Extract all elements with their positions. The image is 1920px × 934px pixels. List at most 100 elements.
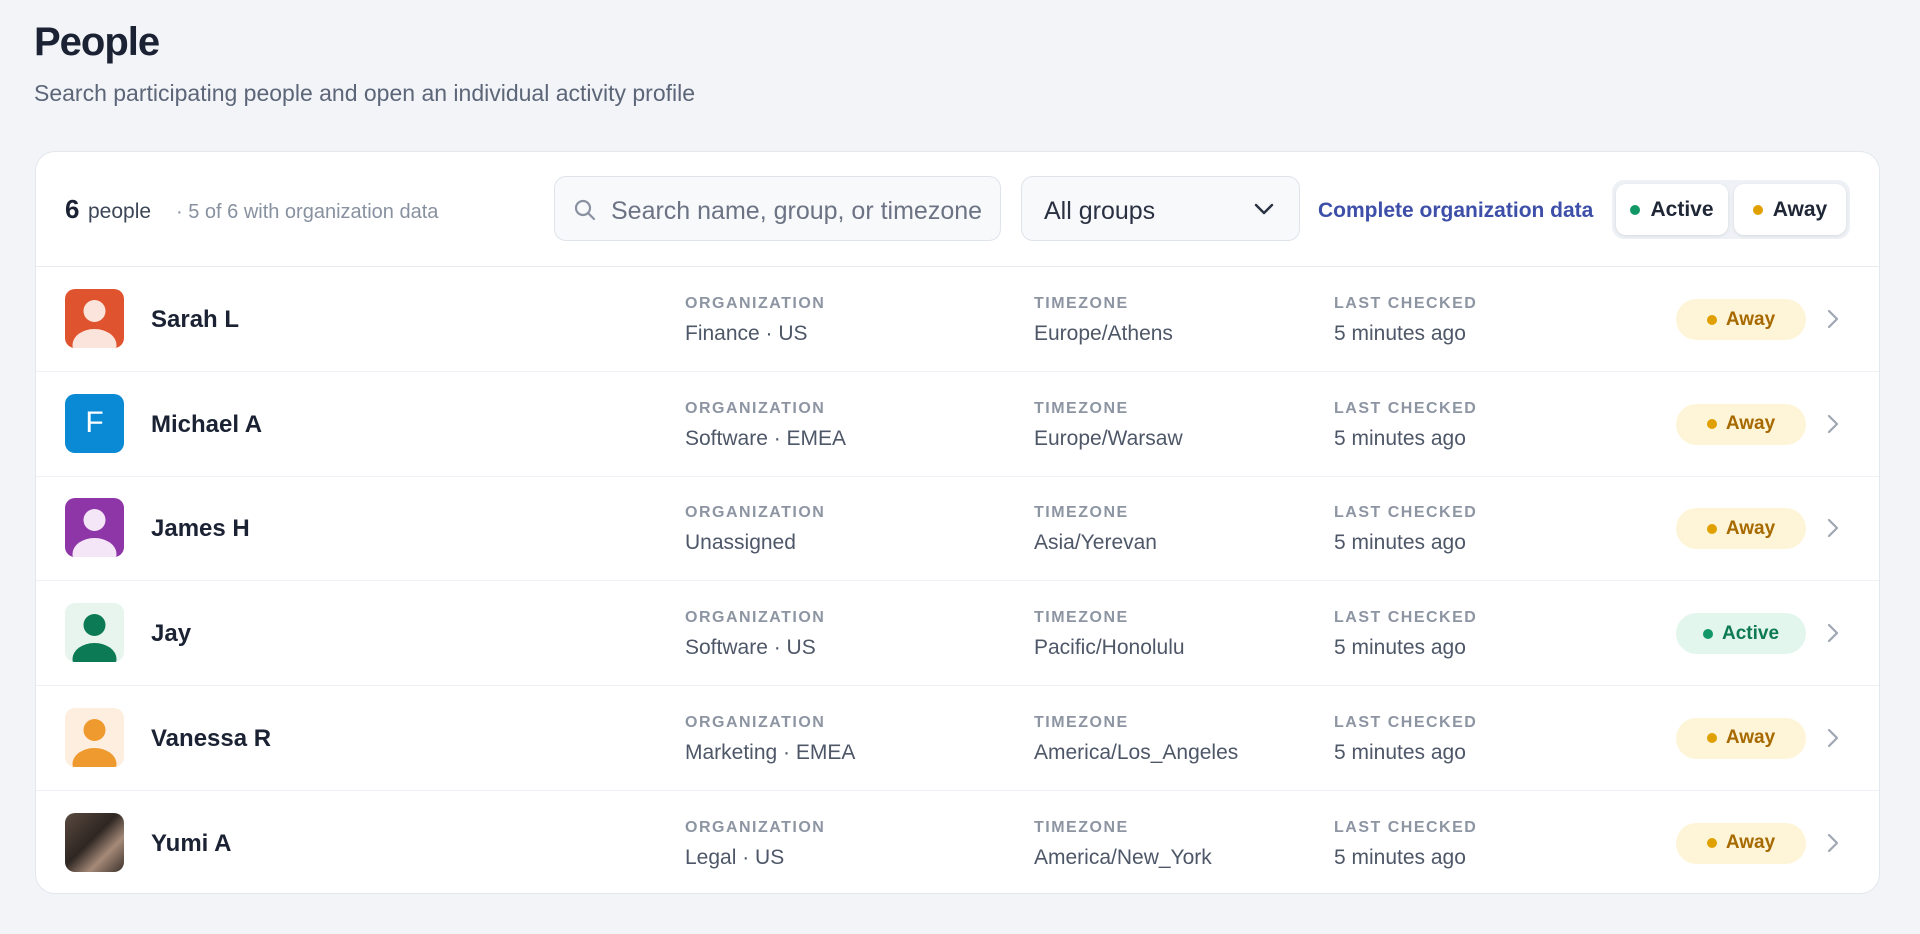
column-label: LAST CHECKED <box>1334 504 1478 522</box>
person-name: Jay <box>151 620 192 648</box>
status-filter-label: Away <box>1772 197 1828 221</box>
page-subtitle: Search participating people and open an … <box>34 80 696 106</box>
column-label: ORGANIZATION <box>685 504 826 522</box>
column-value: 5 minutes ago <box>1334 740 1466 764</box>
status-badge: Away <box>1676 299 1806 340</box>
people-count-label: people <box>88 200 152 223</box>
status-dot <box>1706 314 1717 325</box>
column-label: ORGANIZATION <box>685 609 826 627</box>
status-dot <box>1706 733 1717 744</box>
page-title: People <box>34 20 160 64</box>
status-text: Away <box>1725 517 1776 539</box>
column-value: Europe/Warsaw <box>1034 426 1183 450</box>
group-select[interactable]: All groups <box>1021 176 1300 241</box>
status-dot <box>1706 523 1717 534</box>
column-value: 5 minutes ago <box>1334 845 1466 869</box>
chevron <box>1827 309 1839 334</box>
column-value: Marketing · EMEA <box>685 740 856 764</box>
status-filter[interactable]: Away <box>1734 184 1846 235</box>
avatar <box>65 812 124 872</box>
status-text: Away <box>1725 308 1776 330</box>
status-filter[interactable]: Active <box>1616 184 1728 235</box>
column-label: LAST CHECKED <box>1334 818 1478 836</box>
person-row[interactable]: Yumi A ORGANIZATION Legal · US TIMEZONE Amer… <box>36 791 1879 894</box>
column-value: Software · EMEA <box>685 426 847 450</box>
avatar <box>65 289 124 348</box>
group-select-value: All groups <box>1044 197 1156 225</box>
avatar-initial: F <box>85 406 104 440</box>
person-name: Yumi A <box>151 829 232 857</box>
column-label: TIMEZONE <box>1034 609 1129 627</box>
chevron-icon <box>1827 623 1839 643</box>
status-dot <box>1752 204 1763 215</box>
status-filters: Active Away <box>1612 180 1850 239</box>
column-value: Finance · US <box>685 322 808 345</box>
chevron-icon <box>1827 833 1839 852</box>
chevron <box>1827 414 1839 439</box>
status-dot <box>1706 838 1717 848</box>
chevron <box>1827 728 1839 753</box>
people-count: 6 <box>65 194 80 224</box>
person-name: Vanessa R <box>151 724 272 752</box>
column-label: LAST CHECKED <box>1334 399 1478 417</box>
avatar: F <box>65 393 124 453</box>
column-label: LAST CHECKED <box>1334 609 1478 627</box>
org-note: · 5 of 6 with organization data <box>176 201 439 223</box>
person-name: Sarah L <box>151 306 240 333</box>
status-dot <box>1706 419 1717 430</box>
person-row[interactable]: F Michael A ORGANIZATION Software · EMEA TIM… <box>36 372 1879 477</box>
avatar <box>65 707 124 767</box>
column-value: 5 minutes ago <box>1334 636 1466 660</box>
column-label: LAST CHECKED <box>1334 295 1478 312</box>
column-label: TIMEZONE <box>1034 399 1129 417</box>
status-badge: Away <box>1676 403 1806 445</box>
chevron-icon <box>1827 309 1839 329</box>
person-row[interactable]: Jay ORGANIZATION Software · US TIMEZONE Paci… <box>36 581 1879 687</box>
column-value: 5 minutes ago <box>1334 322 1466 345</box>
status-text: Away <box>1725 832 1776 853</box>
status-badge: Away <box>1676 508 1806 550</box>
avatar-silhouette <box>72 614 117 663</box>
status-badge: Active <box>1676 613 1806 655</box>
column-value: 5 minutes ago <box>1334 531 1466 555</box>
person-name: Michael A <box>151 410 263 438</box>
avatar-silhouette <box>72 300 117 348</box>
column-value: Asia/Yerevan <box>1034 531 1157 555</box>
avatar-silhouette <box>72 509 117 558</box>
avatar <box>65 498 124 558</box>
search-input[interactable]: Search name, group, or timezone <box>554 176 1001 241</box>
column-label: LAST CHECKED <box>1334 713 1478 731</box>
status-badge: Away <box>1676 717 1806 759</box>
complete-org-link[interactable]: Complete organization data <box>1318 199 1594 222</box>
column-label: ORGANIZATION <box>685 713 826 731</box>
chevron <box>1827 833 1839 858</box>
column-label: ORGANIZATION <box>685 818 826 836</box>
column-value: Europe/Athens <box>1034 322 1173 345</box>
chevron-icon <box>1827 519 1839 538</box>
column-label: ORGANIZATION <box>685 399 826 417</box>
column-label: ORGANIZATION <box>685 295 826 312</box>
column-value: America/Los_Angeles <box>1034 740 1239 764</box>
dropdown-icon <box>1254 203 1274 215</box>
column-value: America/New_York <box>1034 845 1212 869</box>
chevron <box>1827 623 1839 648</box>
person-row[interactable]: James H ORGANIZATION Unassigned TIMEZONE Asi… <box>36 476 1879 582</box>
chevron-icon <box>1827 414 1839 433</box>
person-row[interactable]: Sarah L ORGANIZATION Finance · US TIMEZONE E… <box>36 267 1879 372</box>
search-icon <box>574 199 596 221</box>
person-row[interactable]: Vanessa R ORGANIZATION Marketing · EMEA TIM… <box>36 686 1879 791</box>
avatar <box>65 603 124 663</box>
status-text: Active <box>1721 622 1780 644</box>
status-dot <box>1630 204 1641 215</box>
person-name: James H <box>151 515 250 543</box>
status-text: Away <box>1725 727 1776 749</box>
status-dot <box>1702 628 1713 639</box>
avatar-silhouette <box>72 718 117 767</box>
column-label: TIMEZONE <box>1034 295 1129 312</box>
column-value: 5 minutes ago <box>1334 426 1466 450</box>
column-value: Software · US <box>685 636 816 660</box>
column-value: Unassigned <box>685 531 796 555</box>
chevron-icon <box>1827 728 1839 747</box>
column-value: Pacific/Honolulu <box>1034 636 1185 660</box>
